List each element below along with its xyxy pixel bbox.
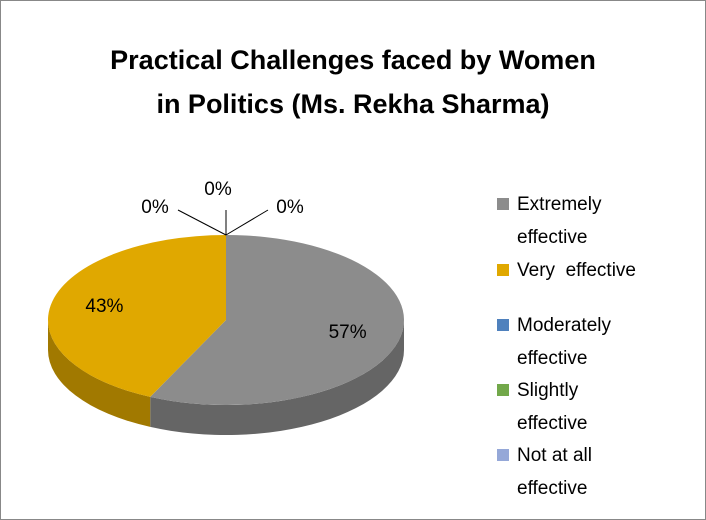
chart-title: Practical Challenges faced by Women in P… bbox=[110, 45, 596, 119]
data-label: 57% bbox=[329, 322, 367, 343]
legend-swatch bbox=[497, 319, 509, 331]
legend-label: Moderately effective bbox=[517, 315, 617, 369]
slice-side bbox=[48, 320, 151, 427]
legend-label: Extremely effective bbox=[517, 194, 607, 248]
legend-swatch bbox=[497, 198, 509, 210]
leader-line bbox=[225, 209, 269, 236]
legend-label: Very effective bbox=[517, 260, 636, 281]
slice bbox=[47, 235, 227, 397]
legend-swatch bbox=[497, 449, 509, 461]
legend-label: Not at all effective bbox=[517, 445, 598, 499]
legend-label: Slightly effective bbox=[517, 380, 588, 434]
legend-swatch bbox=[497, 384, 509, 396]
slice bbox=[150, 235, 404, 405]
data-label: 0% bbox=[141, 197, 169, 218]
data-label: 0% bbox=[276, 197, 304, 218]
leader-line bbox=[177, 209, 227, 236]
data-label: 43% bbox=[85, 296, 123, 317]
legend-swatch bbox=[497, 264, 509, 276]
data-label: 0% bbox=[204, 179, 232, 200]
slice-side bbox=[150, 320, 404, 435]
